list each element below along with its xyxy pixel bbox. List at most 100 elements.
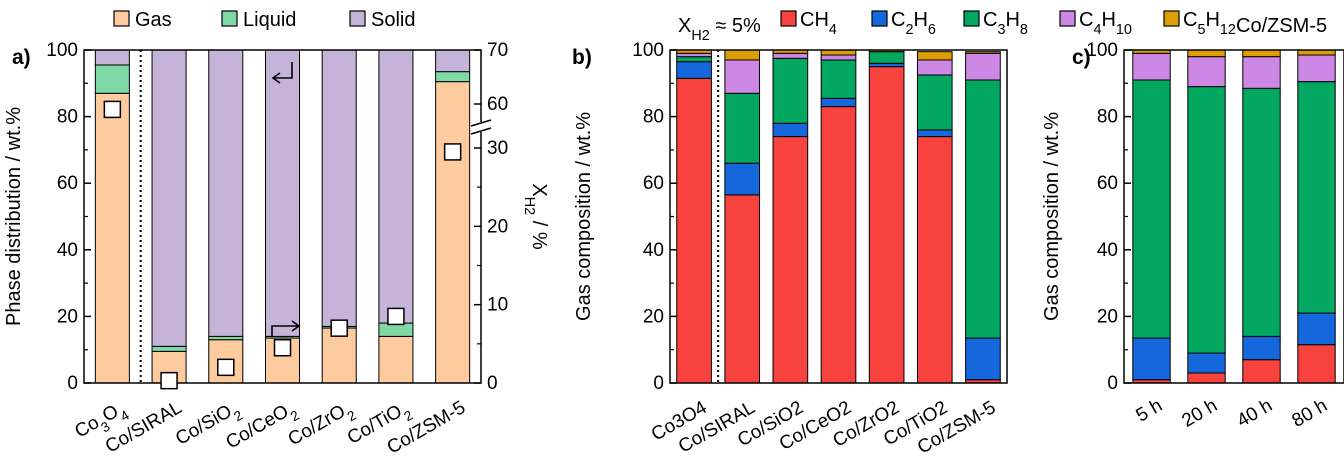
bar-co-zsm-5-c5h12 bbox=[965, 51, 1001, 54]
x-tick-label: 20 h bbox=[1178, 395, 1221, 432]
y-tick-label: 60 bbox=[57, 173, 78, 194]
conversion-marker bbox=[103, 100, 122, 119]
bar-co3o4-liquid bbox=[94, 64, 130, 94]
bar-co-sio2-c4h10 bbox=[772, 52, 809, 59]
y-tick-label: 100 bbox=[632, 40, 664, 61]
conversion-markers bbox=[103, 100, 462, 390]
bar-80-h-c2h6 bbox=[1297, 312, 1336, 346]
bar-20-h-c4h10 bbox=[1187, 56, 1226, 88]
y2-axis: 0 10 20 30 60 70 XH2 / % bbox=[470, 40, 550, 394]
bars bbox=[1132, 49, 1336, 384]
bar-20-h-ch4 bbox=[1187, 372, 1226, 384]
x-tick-label: Co/ZrO2 bbox=[285, 397, 359, 455]
bar-40-h-c2h6 bbox=[1242, 335, 1281, 361]
y-tick-label: 20 bbox=[643, 306, 664, 327]
y-tick-label: 80 bbox=[57, 107, 78, 128]
conversion-marker bbox=[217, 358, 235, 377]
arrow-head bbox=[271, 72, 281, 84]
x-tick-label: 40 h bbox=[1233, 395, 1276, 432]
bar-80-h-ch4 bbox=[1297, 344, 1336, 384]
bar-co-zro2-ch4 bbox=[868, 66, 905, 384]
bar-co-siral-solid bbox=[151, 49, 187, 347]
legend-swatch-c5h12 bbox=[1163, 10, 1180, 27]
legend-label-c5h12: C5H12 bbox=[1183, 9, 1236, 38]
panel-label: c) bbox=[1072, 46, 1091, 69]
bar-co-siral-c4h10 bbox=[724, 59, 761, 94]
legend-swatch-liquid bbox=[221, 10, 238, 27]
y2-tick-label: 70 bbox=[487, 40, 508, 61]
axis-break-gap bbox=[478, 122, 484, 132]
x-tick-label: 80 h bbox=[1288, 395, 1331, 432]
y-axis-ticks: 0 20 40 60 80 100 bbox=[1086, 40, 1131, 394]
bar-40-h-ch4 bbox=[1242, 359, 1281, 384]
legend-label-c3h8: C3H8 bbox=[983, 9, 1028, 38]
axis-break-mark bbox=[470, 119, 492, 127]
panel-label: a) bbox=[12, 46, 31, 69]
y-tick-label: 0 bbox=[67, 373, 78, 394]
panel-b-gas-composition: 0 20 40 60 80 100 Gas composition / wt.% b) Co3O… bbox=[572, 15, 1008, 459]
y-tick-label: 40 bbox=[643, 240, 664, 261]
y-tick-label: 100 bbox=[1086, 40, 1118, 61]
bar-co3o4-gas bbox=[94, 92, 130, 384]
bar-40-h-c4h10 bbox=[1242, 56, 1281, 89]
bar-co3o4-c2h6 bbox=[676, 61, 712, 79]
y-axis-title: Gas composition / wt.% bbox=[1041, 112, 1063, 321]
bar-co-tio2-gas bbox=[378, 335, 414, 384]
y2-tick-label: 10 bbox=[487, 295, 508, 316]
panel-c-title: Co/ZSM-5 bbox=[1236, 15, 1327, 37]
bar-co-tio2-c2h6 bbox=[916, 129, 953, 138]
bar-co-siral-liquid bbox=[151, 345, 187, 352]
panel-c-zsm5-time-on-stream: 0 20 40 60 80 100 Gas composition / wt.% c) 5 h 2… bbox=[1041, 15, 1344, 432]
y-tick-label: 60 bbox=[1097, 173, 1118, 194]
bar-co-tio2-solid bbox=[378, 49, 414, 324]
legend-swatch-c2h6 bbox=[871, 10, 888, 27]
x-tick-label: Co/CeO2 bbox=[222, 397, 301, 458]
y-tick-label: 60 bbox=[643, 173, 664, 194]
bar-co-ceo2-c3h8 bbox=[820, 59, 857, 99]
bar-co-zsm-5-c2h6 bbox=[965, 337, 1001, 381]
arrow-head bbox=[291, 320, 301, 332]
bar-5-h-c4h10 bbox=[1132, 52, 1171, 81]
bar-co-zsm-5-liquid bbox=[435, 71, 471, 83]
y-tick-label: 0 bbox=[1107, 373, 1118, 394]
y2-tick-label: 30 bbox=[487, 138, 508, 159]
conversion-marker bbox=[387, 307, 405, 326]
conversion-marker bbox=[443, 143, 462, 161]
bar-co-ceo2-solid bbox=[264, 49, 301, 337]
bars bbox=[676, 49, 1001, 384]
arrow-to-left-axis bbox=[271, 325, 298, 336]
bar-80-h-c3h8 bbox=[1297, 81, 1336, 314]
y-tick-label: 80 bbox=[643, 107, 664, 128]
bar-40-h-c3h8 bbox=[1242, 87, 1281, 337]
bar-co-siral-c3h8 bbox=[724, 92, 761, 164]
conversion-annotation: XH2 ≈ 5% bbox=[678, 15, 761, 44]
bar-co-zsm-5-c4h10 bbox=[965, 52, 1001, 81]
bar-co-zro2-c3h8 bbox=[868, 51, 905, 64]
bar-co-tio2-c4h10 bbox=[916, 59, 953, 76]
conversion-marker bbox=[160, 371, 178, 390]
x-axis-labels: 5 h 20 h 40 h 80 h bbox=[1133, 395, 1331, 432]
legend-swatch-gas bbox=[113, 10, 130, 27]
x-tick-label: 5 h bbox=[1133, 395, 1166, 426]
bar-co-siral-ch4 bbox=[724, 194, 761, 384]
bars bbox=[94, 49, 471, 384]
y-axis-title: Phase distribution / wt.% bbox=[3, 107, 25, 326]
bar-co-zsm-5-solid bbox=[435, 49, 471, 73]
bar-co-ceo2-c2h6 bbox=[820, 97, 857, 108]
phase-legend: Gas Liquid Solid bbox=[113, 9, 415, 31]
axis-break-mark bbox=[470, 127, 492, 135]
y-tick-label: 20 bbox=[57, 306, 78, 327]
gas-composition-legend: CH4 C2H6 C3H8 C4H10 C5H12 bbox=[780, 9, 1236, 38]
legend-swatch-c4h10 bbox=[1059, 10, 1076, 27]
bar-co3o4-ch4 bbox=[676, 77, 712, 384]
bar-co-tio2-c3h8 bbox=[916, 74, 953, 131]
bar-co-zsm-5-c3h8 bbox=[965, 79, 1001, 339]
legend-swatch-solid bbox=[349, 10, 366, 27]
legend-swatch-c3h8 bbox=[963, 10, 980, 27]
bar-co-tio2-c5h12 bbox=[916, 51, 953, 61]
bar-co-zsm-5-gas bbox=[435, 81, 471, 384]
y2-tick-label: 60 bbox=[487, 94, 508, 115]
y2-tick-label: 0 bbox=[487, 373, 498, 394]
